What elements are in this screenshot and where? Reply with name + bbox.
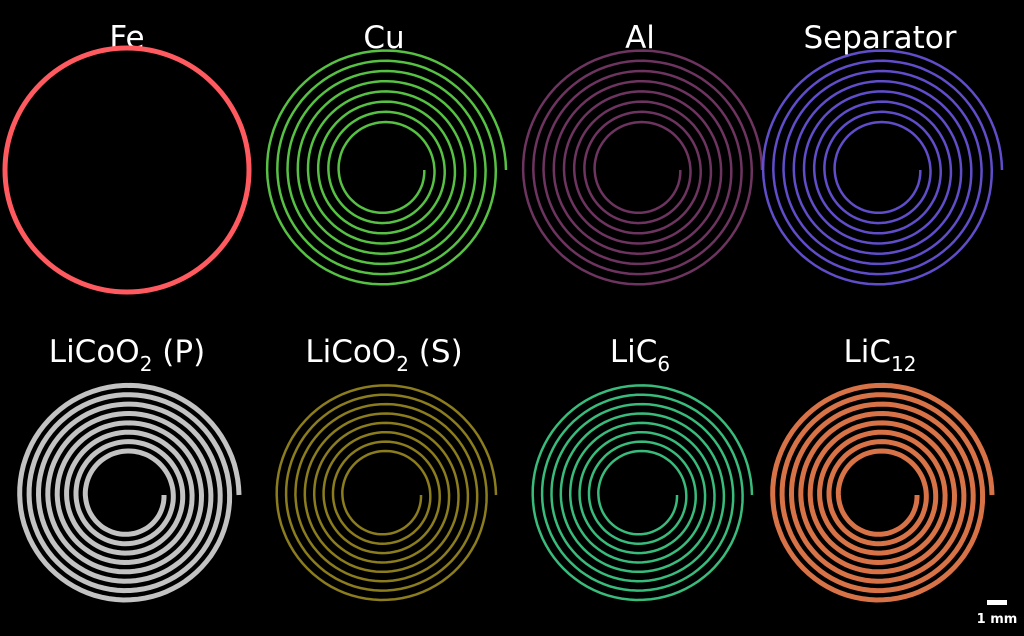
- spiral: [761, 49, 1004, 286]
- label-text: LiC: [610, 334, 658, 370]
- label-subscript: 12: [891, 352, 916, 376]
- label-subscript: 2: [396, 352, 409, 376]
- panel-label: LiC6: [610, 334, 670, 376]
- spiral: [770, 382, 995, 603]
- label-suffix: (P): [152, 334, 205, 370]
- label-subscript: 6: [657, 352, 670, 376]
- scale-bar: [987, 600, 1007, 605]
- spiral: [265, 49, 508, 286]
- scale-label: 1 mm: [977, 612, 1018, 627]
- label-suffix: (S): [409, 334, 463, 370]
- spiral: [531, 384, 754, 602]
- label-text: LiC: [844, 334, 892, 370]
- label-text: LiCoO: [305, 334, 396, 370]
- ring: [2, 45, 252, 295]
- panel-label: LiC12: [844, 334, 917, 376]
- label-text: LiCoO: [49, 334, 140, 370]
- spiral: [17, 382, 242, 603]
- spiral: [275, 384, 498, 602]
- spiral: [521, 49, 764, 286]
- label-subscript: 2: [140, 352, 153, 376]
- panel-label: LiCoO2 (S): [305, 334, 462, 376]
- panel-label: LiCoO2 (P): [49, 334, 205, 376]
